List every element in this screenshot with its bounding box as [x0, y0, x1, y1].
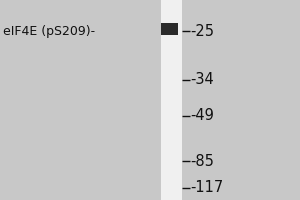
Text: -49: -49	[190, 108, 214, 123]
Bar	[160, 23, 178, 34]
Text: -25: -25	[190, 23, 214, 38]
Text: eIF4E (pS209)-: eIF4E (pS209)-	[3, 24, 95, 38]
Text: -117: -117	[190, 180, 224, 196]
Text: -34: -34	[190, 72, 214, 88]
Bar	[160, 0, 182, 200]
Text: -85: -85	[190, 154, 214, 168]
